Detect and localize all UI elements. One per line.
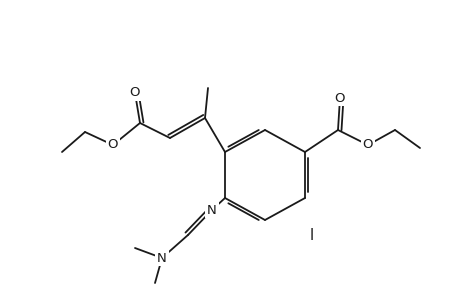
Text: N: N <box>207 203 216 217</box>
Text: O: O <box>107 139 118 152</box>
Text: N: N <box>157 251 167 265</box>
Text: O: O <box>334 92 345 104</box>
Text: O: O <box>129 86 140 100</box>
Text: I: I <box>309 227 313 242</box>
Text: O: O <box>362 139 372 152</box>
